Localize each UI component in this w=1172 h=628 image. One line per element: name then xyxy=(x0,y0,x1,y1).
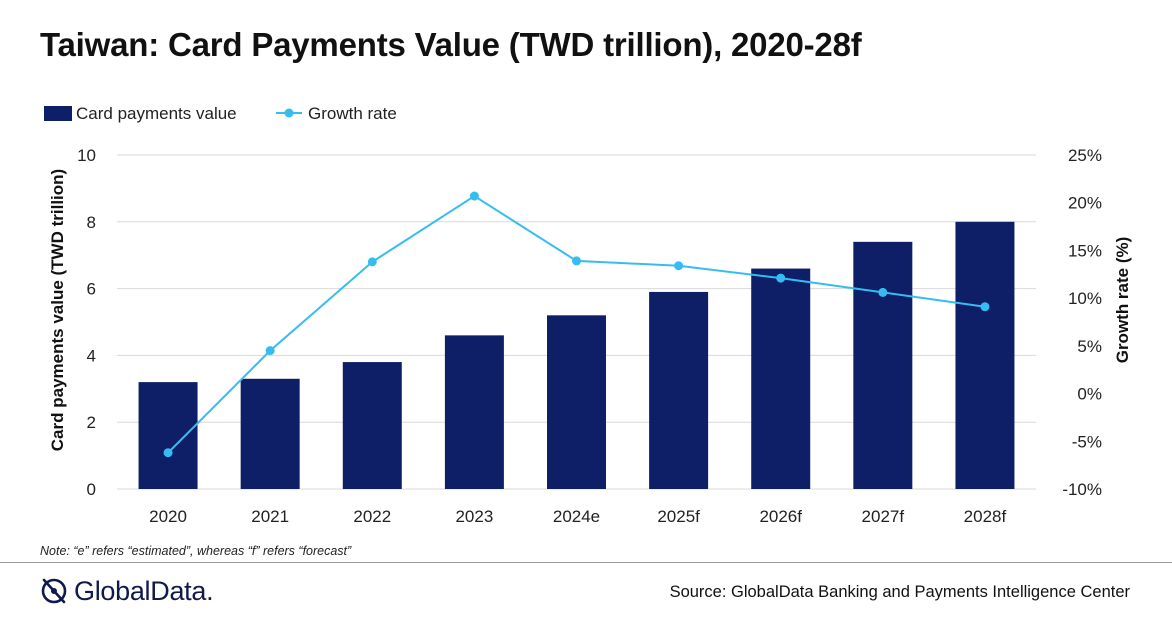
chart-note: Note: “e” refers “estimated”, whereas “f… xyxy=(40,544,352,558)
bar xyxy=(240,378,300,489)
x-tick-label: 2026f xyxy=(759,507,802,526)
y2-tick-label: -10% xyxy=(1062,480,1102,499)
legend-swatch-bar xyxy=(44,106,72,121)
growth-rate-point xyxy=(163,448,173,458)
x-tick-label: 2022 xyxy=(353,507,391,526)
y2-tick-label: 20% xyxy=(1068,194,1102,213)
bar xyxy=(444,335,504,489)
y2-tick-label: 25% xyxy=(1068,146,1102,165)
x-tick-label: 2025f xyxy=(657,507,700,526)
x-tick-label: 2027f xyxy=(862,507,905,526)
bar xyxy=(955,221,1015,490)
y2-axis-title: Growth rate (%) xyxy=(1113,237,1132,364)
globaldata-logo-icon xyxy=(41,578,67,604)
growth-rate-point xyxy=(878,287,888,297)
y-tick-label: 6 xyxy=(87,280,96,299)
bar xyxy=(649,291,709,489)
growth-rate-point xyxy=(980,302,990,312)
bar xyxy=(138,382,198,489)
x-tick-label: 2023 xyxy=(455,507,493,526)
y2-tick-label: 0% xyxy=(1077,385,1102,404)
footer-divider xyxy=(0,562,1172,563)
legend-marker-line xyxy=(284,108,294,118)
y-tick-label: 8 xyxy=(87,213,96,232)
globaldata-logo: GlobalData. xyxy=(40,575,214,607)
bar xyxy=(853,241,913,489)
bar xyxy=(342,362,402,489)
growth-rate-point xyxy=(674,261,684,271)
legend-label-line: Growth rate xyxy=(308,104,397,123)
bar xyxy=(547,315,606,489)
growth-rate-point xyxy=(469,191,479,201)
logo-text: GlobalData. xyxy=(74,575,214,606)
y-tick-label: 10 xyxy=(77,146,96,165)
source-text: Source: GlobalData Banking and Payments … xyxy=(669,583,1130,601)
chart-area: 0 2 4 6 8 10 -10% -5% 0% 5% 10% 15% 20% 25% 2020 2021 20… xyxy=(44,104,1132,526)
y2-tick-label: -5% xyxy=(1072,432,1102,451)
y-axis-title: Card payments value (TWD trillion) xyxy=(48,169,67,451)
growth-rate-point xyxy=(367,257,377,267)
x-tick-label: 2020 xyxy=(149,507,187,526)
growth-rate-point xyxy=(265,346,275,356)
x-tick-label: 2024e xyxy=(553,507,600,526)
chart-title: Taiwan: Card Payments Value (TWD trillio… xyxy=(40,26,862,63)
y-tick-label: 0 xyxy=(87,480,96,499)
bar xyxy=(751,268,811,489)
growth-rate-point xyxy=(776,273,786,283)
growth-rate-point xyxy=(572,256,581,266)
y2-tick-label: 10% xyxy=(1068,289,1102,308)
x-tick-label: 2021 xyxy=(251,507,289,526)
legend-label-bar: Card payments value xyxy=(76,104,237,123)
y-tick-label: 4 xyxy=(87,346,96,365)
y2-tick-label: 5% xyxy=(1077,337,1102,356)
y-tick-label: 2 xyxy=(87,413,96,432)
x-tick-label: 2028f xyxy=(964,507,1007,526)
y2-tick-label: 15% xyxy=(1068,241,1102,260)
